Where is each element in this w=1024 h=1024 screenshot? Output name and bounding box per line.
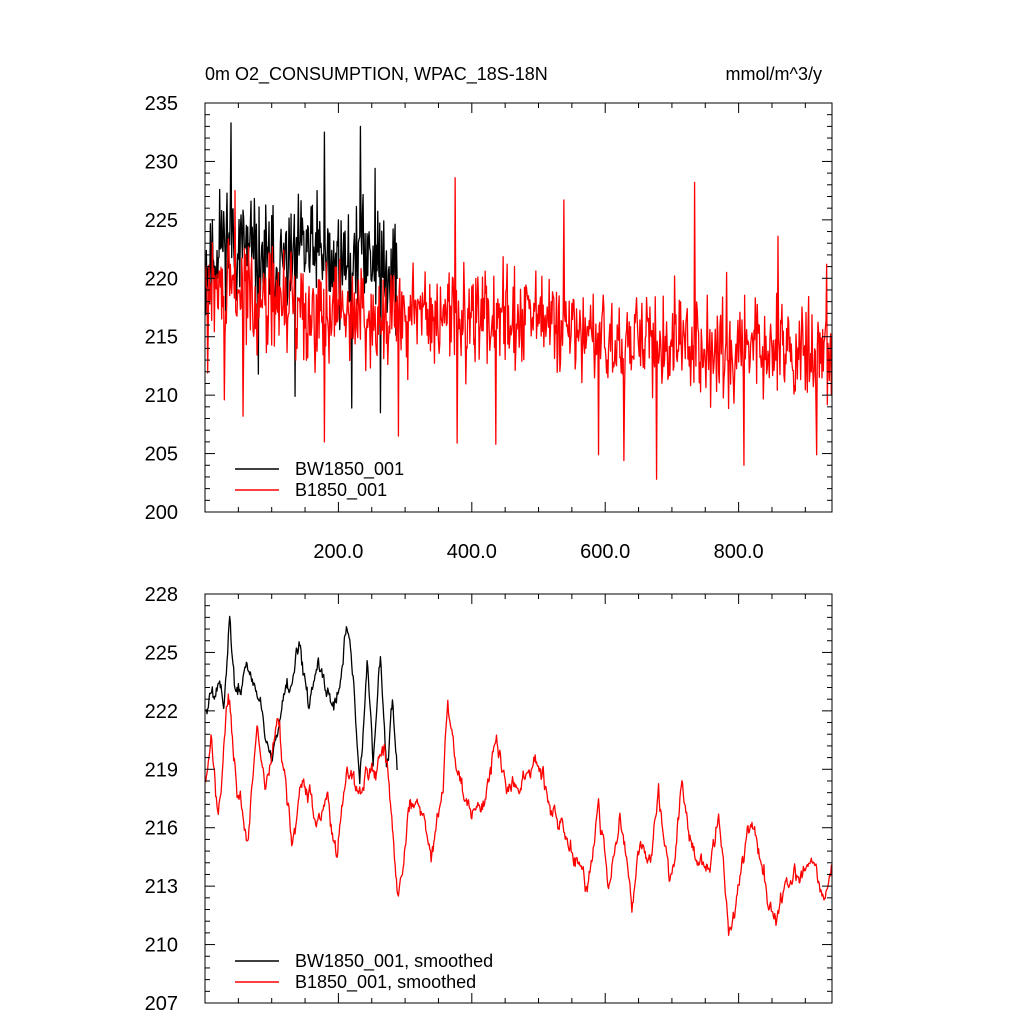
y-tick-label: 207	[145, 993, 178, 1015]
chart-units: mmol/m^3/y	[725, 64, 822, 84]
legend-label: B1850_001, smoothed	[295, 972, 476, 993]
bottom-panel: 207 210 213 216 219 222 225 228 BW1850_001, smoo…	[145, 584, 833, 1015]
y-tick-label: 225	[145, 210, 178, 232]
y-tick-label: 205	[145, 444, 178, 466]
series-line-b1850-001-smoothed	[205, 693, 832, 936]
chart-title: 0m O2_CONSUMPTION, WPAC_18S-18N	[205, 64, 548, 84]
y-tick-label: 216	[145, 818, 178, 840]
x-tick-label: 600.0	[580, 541, 630, 563]
y-tick-label: 210	[145, 385, 178, 407]
y-tick-label: 235	[145, 93, 178, 115]
series-line-bw1850-001	[205, 122, 398, 414]
top-panel: 200 205 210 215 220 225 230 235 200.0 400.0 600.0 8…	[145, 93, 833, 563]
y-tick-label: 215	[145, 327, 178, 349]
y-tick-label: 210	[145, 935, 178, 957]
y-tick-label: 225	[145, 642, 178, 664]
x-tick-label: 400.0	[447, 541, 497, 563]
y-tick-label: 228	[145, 584, 178, 606]
y-tick-label: 220	[145, 268, 178, 290]
series-line-bw1850-001-smoothed	[205, 615, 398, 785]
legend-label: BW1850_001	[295, 459, 404, 480]
legend-label: B1850_001	[295, 480, 387, 501]
y-tick-label: 213	[145, 876, 178, 898]
y-tick-label: 200	[145, 502, 178, 524]
x-tick-label: 800.0	[714, 541, 764, 563]
series-line-b1850-001	[205, 177, 832, 480]
y-tick-label: 219	[145, 759, 178, 781]
legend-label: BW1850_001, smoothed	[295, 951, 493, 972]
plot-frame	[204, 593, 833, 1004]
y-tick-label: 230	[145, 151, 178, 173]
y-tick-label: 222	[145, 701, 178, 723]
plot-frame	[204, 102, 833, 513]
x-tick-label: 200.0	[313, 541, 363, 563]
